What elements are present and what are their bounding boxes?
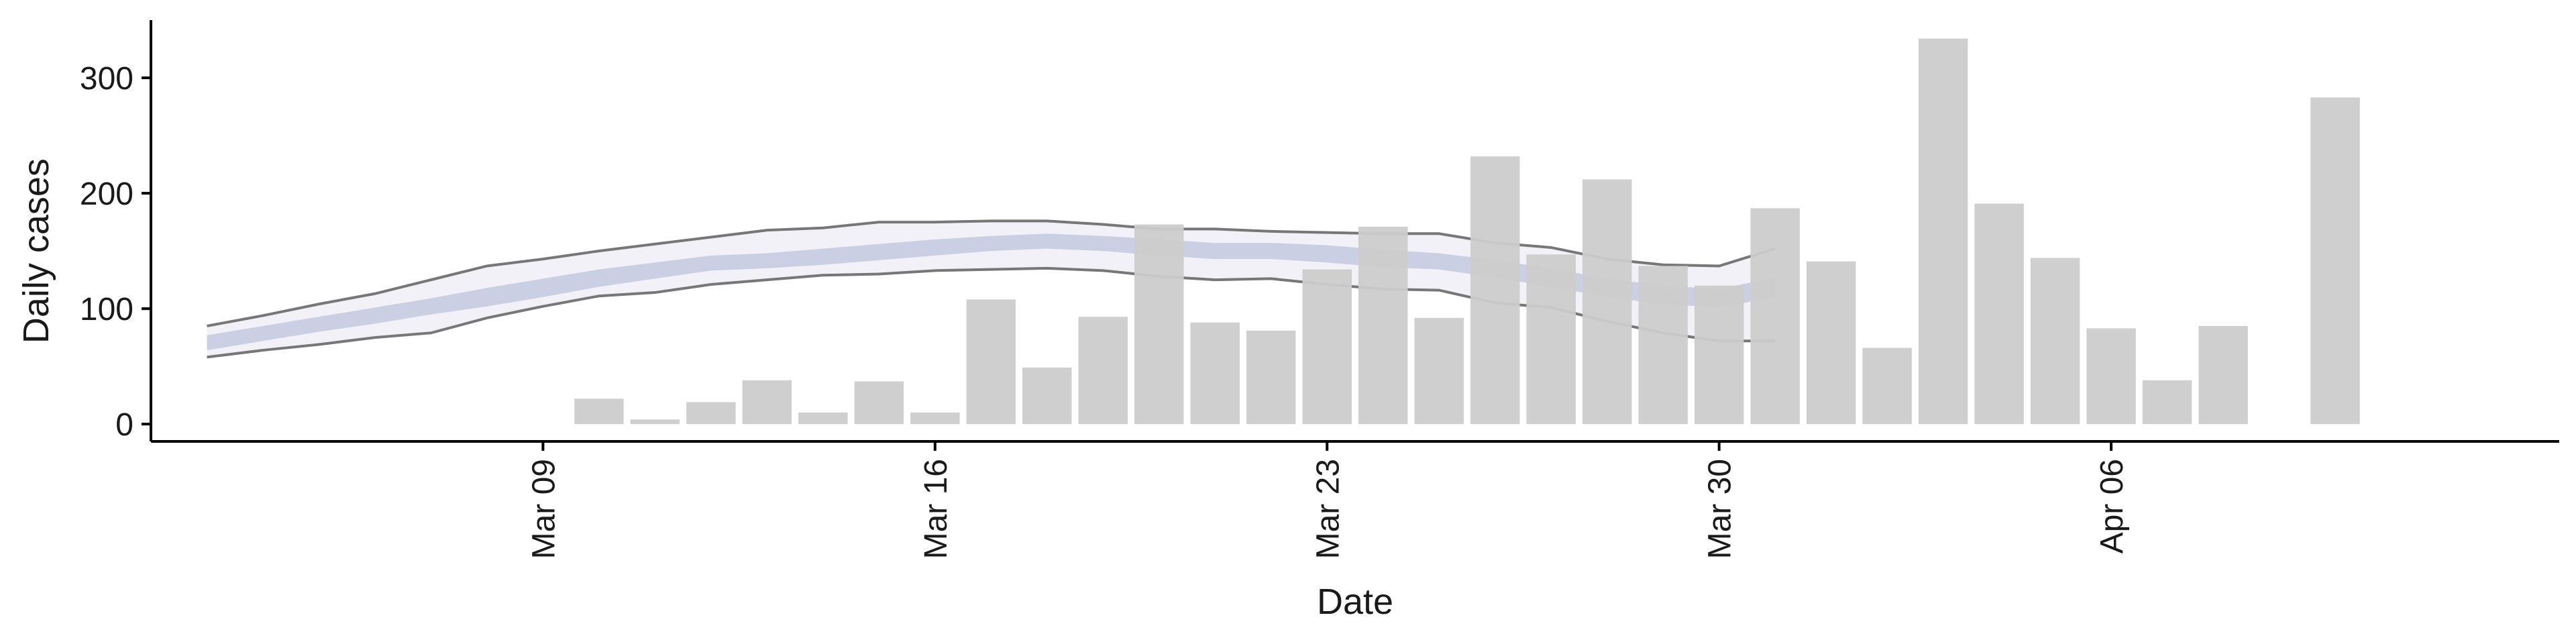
bar-2020-04-04 [1974, 203, 2024, 425]
x-tick-label-Mar 09: Mar 09 [526, 459, 561, 559]
bar-2020-04-03 [1918, 38, 1968, 425]
bar-2020-04-06 [2086, 328, 2136, 425]
bar-2020-03-10 [574, 398, 624, 425]
x-tick-label-Mar 23: Mar 23 [1310, 459, 1346, 559]
bar-2020-03-26 [1470, 156, 1520, 425]
bar-2020-03-18 [1022, 367, 1072, 425]
bar-2020-03-28 [1582, 179, 1632, 425]
bar-2020-03-21 [1190, 322, 1240, 425]
daily-case-bars [574, 38, 2360, 425]
bar-2020-03-17 [966, 299, 1016, 425]
bar-2020-04-01 [1806, 261, 1856, 425]
bar-2020-03-19 [1078, 317, 1128, 425]
bar-2020-03-12 [686, 402, 736, 425]
bar-2020-03-11 [630, 419, 680, 425]
bar-2020-03-27 [1526, 254, 1576, 425]
axes: 0 100 200 300 Mar 09 Mar 16 Mar 23 Mar 30 Apr 0… [16, 20, 2559, 622]
bar-2020-04-08 [2198, 325, 2248, 425]
x-tick-label-Apr 06: Apr 06 [2094, 459, 2130, 553]
y-tick-label-100: 100 [80, 292, 133, 327]
x-axis-title: Date [1317, 582, 1393, 622]
x-tick-label-Mar 30: Mar 30 [1703, 459, 1738, 559]
bar-2020-03-23 [1302, 269, 1352, 425]
y-tick-label-200: 200 [80, 176, 133, 212]
bar-2020-03-15 [854, 381, 904, 425]
bar-2020-03-20 [1134, 224, 1184, 425]
bar-2020-04-10 [2310, 97, 2360, 425]
y-axis-ticks: 0 100 200 300 [80, 61, 151, 443]
bar-2020-03-31 [1750, 208, 1800, 425]
y-axis-title: Daily cases [16, 158, 56, 343]
x-axis-ticks: Mar 09 Mar 16 Mar 23 Mar 30 Apr 06 [526, 441, 2130, 559]
y-tick-label-300: 300 [80, 61, 133, 97]
bar-2020-03-24 [1358, 226, 1408, 425]
bar-2020-03-30 [1694, 285, 1744, 425]
bar-2020-03-14 [798, 412, 848, 425]
bar-2020-04-07 [2142, 380, 2192, 425]
bar-2020-03-22 [1246, 330, 1296, 425]
bar-2020-03-13 [742, 380, 792, 425]
bar-2020-04-05 [2030, 258, 2080, 425]
bar-2020-03-16 [910, 412, 960, 425]
bar-2020-03-29 [1638, 266, 1688, 425]
bar-2020-03-25 [1414, 317, 1464, 425]
x-tick-label-Mar 16: Mar 16 [918, 459, 954, 559]
bar-2020-04-02 [1862, 347, 1912, 425]
y-tick-label-0: 0 [115, 407, 133, 443]
